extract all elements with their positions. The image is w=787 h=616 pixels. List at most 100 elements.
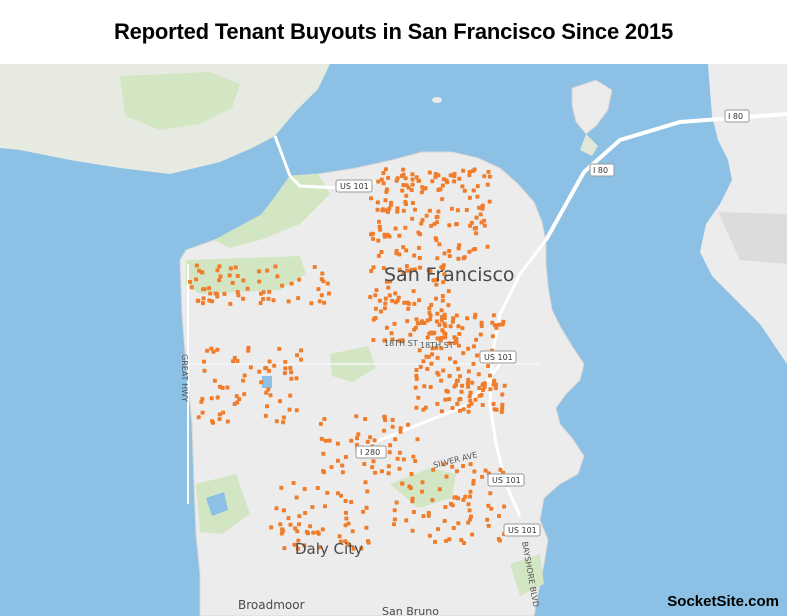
buyout-point[interactable] (392, 522, 396, 527)
buyout-point[interactable] (456, 324, 461, 329)
buyout-point[interactable] (443, 323, 448, 328)
buyout-point[interactable] (371, 265, 376, 270)
buyout-point[interactable] (433, 539, 437, 544)
buyout-point[interactable] (472, 226, 477, 231)
buyout-point[interactable] (303, 511, 308, 515)
buyout-point[interactable] (474, 215, 479, 220)
buyout-point[interactable] (414, 405, 419, 410)
buyout-point[interactable] (411, 510, 416, 514)
buyout-point[interactable] (421, 359, 426, 364)
buyout-point[interactable] (381, 207, 385, 212)
buyout-point[interactable] (308, 524, 313, 529)
buyout-point[interactable] (454, 313, 459, 318)
buyout-point[interactable] (441, 263, 446, 268)
buyout-point[interactable] (458, 408, 462, 413)
buyout-point[interactable] (421, 186, 426, 191)
buyout-point[interactable] (390, 417, 395, 422)
buyout-point[interactable] (222, 291, 227, 296)
buyout-point[interactable] (471, 188, 476, 193)
buyout-point[interactable] (288, 522, 293, 527)
buyout-point[interactable] (406, 306, 411, 311)
buyout-point[interactable] (466, 346, 471, 351)
buyout-point[interactable] (471, 361, 476, 366)
buyout-point[interactable] (274, 419, 279, 424)
buyout-point[interactable] (398, 429, 403, 434)
buyout-point[interactable] (453, 495, 458, 500)
buyout-point[interactable] (235, 359, 240, 363)
buyout-point[interactable] (297, 514, 302, 519)
buyout-point[interactable] (429, 223, 434, 228)
buyout-point[interactable] (218, 274, 223, 279)
buyout-point[interactable] (444, 538, 449, 543)
buyout-point[interactable] (280, 283, 285, 288)
buyout-point[interactable] (450, 464, 455, 469)
buyout-point[interactable] (210, 419, 215, 424)
buyout-point[interactable] (201, 301, 205, 306)
buyout-point[interactable] (447, 356, 452, 361)
buyout-point[interactable] (447, 223, 452, 228)
buyout-point[interactable] (366, 540, 371, 545)
buyout-point[interactable] (490, 320, 495, 325)
buyout-point[interactable] (411, 454, 416, 459)
buyout-point[interactable] (272, 363, 277, 368)
buyout-point[interactable] (426, 268, 431, 272)
buyout-point[interactable] (450, 406, 455, 410)
buyout-point[interactable] (468, 489, 473, 494)
buyout-point[interactable] (410, 216, 415, 221)
buyout-point[interactable] (441, 177, 446, 182)
buyout-point[interactable] (477, 386, 482, 390)
buyout-point[interactable] (259, 291, 263, 296)
buyout-point[interactable] (395, 298, 400, 303)
buyout-point[interactable] (498, 467, 503, 472)
buyout-point[interactable] (217, 417, 222, 422)
buyout-point[interactable] (467, 394, 472, 399)
buyout-point[interactable] (196, 415, 201, 420)
buyout-point[interactable] (337, 534, 342, 539)
buyout-point[interactable] (386, 471, 391, 476)
buyout-point[interactable] (413, 459, 418, 463)
buyout-point[interactable] (414, 376, 419, 381)
buyout-point[interactable] (466, 520, 471, 525)
buyout-point[interactable] (478, 212, 483, 217)
buyout-point[interactable] (439, 346, 444, 351)
buyout-point[interactable] (299, 357, 303, 362)
buyout-point[interactable] (405, 319, 410, 324)
buyout-point[interactable] (232, 356, 237, 360)
buyout-point[interactable] (491, 313, 496, 318)
buyout-point[interactable] (371, 338, 376, 342)
buyout-point[interactable] (447, 537, 452, 542)
buyout-point[interactable] (310, 505, 315, 510)
buyout-point[interactable] (372, 438, 377, 443)
buyout-point[interactable] (400, 188, 405, 193)
buyout-point[interactable] (483, 468, 488, 473)
buyout-point[interactable] (439, 318, 444, 323)
buyout-point[interactable] (364, 525, 369, 530)
buyout-point[interactable] (294, 495, 299, 500)
buyout-point[interactable] (263, 366, 268, 371)
buyout-point[interactable] (396, 295, 401, 300)
buyout-point[interactable] (200, 410, 205, 415)
buyout-point[interactable] (434, 282, 439, 287)
buyout-point[interactable] (467, 173, 472, 178)
buyout-point[interactable] (414, 317, 419, 322)
buyout-point[interactable] (319, 436, 324, 441)
buyout-point[interactable] (325, 490, 330, 495)
buyout-point[interactable] (304, 529, 309, 534)
buyout-point[interactable] (336, 458, 340, 463)
buyout-point[interactable] (387, 206, 392, 211)
buyout-point[interactable] (501, 319, 506, 324)
buyout-point[interactable] (344, 510, 348, 515)
map-svg[interactable]: San Francisco Daly City Broadmoor San Br… (0, 64, 787, 616)
buyout-point[interactable] (257, 279, 262, 284)
buyout-point[interactable] (478, 332, 483, 337)
buyout-point[interactable] (471, 481, 476, 486)
buyout-point[interactable] (436, 372, 441, 377)
buyout-point[interactable] (379, 469, 384, 474)
buyout-point[interactable] (433, 175, 438, 180)
buyout-point[interactable] (468, 390, 473, 395)
buyout-point[interactable] (424, 213, 429, 218)
buyout-point[interactable] (461, 407, 466, 412)
buyout-point[interactable] (292, 542, 297, 547)
buyout-point[interactable] (287, 407, 292, 412)
buyout-point[interactable] (194, 277, 199, 282)
